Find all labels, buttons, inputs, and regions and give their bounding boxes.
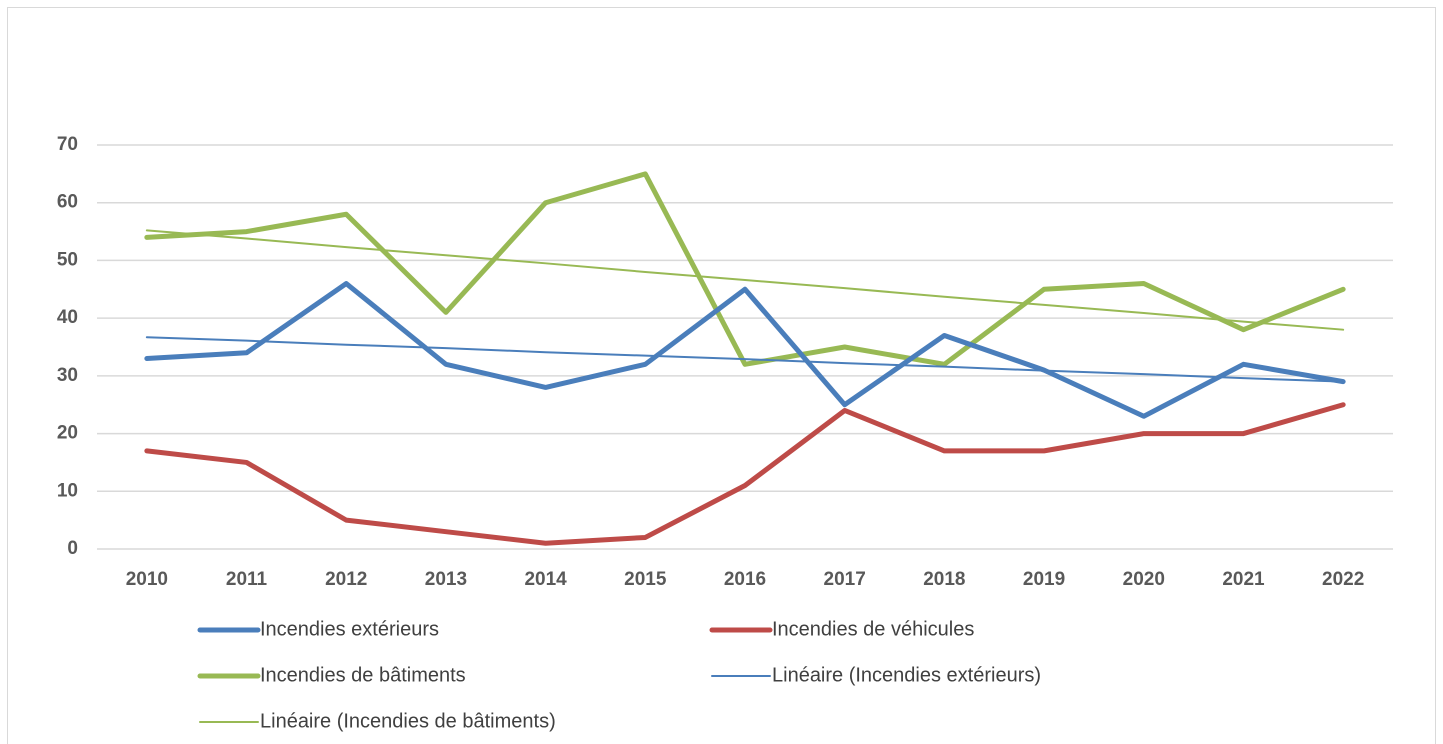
y-tick-label: 0	[67, 538, 78, 559]
x-tick-label: 2016	[724, 569, 766, 590]
chart-border	[7, 7, 1436, 744]
legend-label: Linéaire (Incendies extérieurs)	[772, 664, 1041, 686]
series-line	[145, 229, 1345, 331]
x-tick-label: 2014	[524, 569, 567, 590]
x-tick-label: 2021	[1222, 569, 1265, 590]
x-tick-label: 2010	[126, 569, 168, 590]
series-line	[144, 171, 1346, 367]
y-tick-label: 40	[57, 307, 78, 328]
y-tick-label: 70	[57, 134, 78, 155]
y-tick-label: 30	[57, 365, 78, 386]
x-tick-label: 2019	[1023, 569, 1065, 590]
x-tick-label: 2020	[1123, 569, 1165, 590]
series-line	[144, 402, 1346, 546]
y-tick-label: 20	[57, 423, 78, 444]
y-tick-label: 60	[57, 192, 78, 213]
x-tick-label: 2013	[425, 569, 467, 590]
x-tick-label: 2017	[824, 569, 866, 590]
y-tick-label: 50	[57, 249, 78, 270]
x-tick-label: 2015	[624, 569, 667, 590]
legend-label: Incendies de bâtiments	[260, 664, 466, 686]
legend-label: Incendies extérieurs	[260, 618, 439, 640]
x-tick-label: 2012	[325, 569, 367, 590]
x-tick-label: 2022	[1322, 569, 1364, 590]
series-line	[144, 281, 1346, 419]
legend-label: Incendies de véhicules	[772, 618, 974, 640]
x-tick-label: 2011	[226, 569, 268, 590]
y-tick-label: 10	[57, 480, 78, 501]
series-line	[145, 336, 1345, 383]
legend-label: Linéaire (Incendies de bâtiments)	[260, 710, 556, 732]
x-tick-label: 2018	[923, 569, 965, 590]
